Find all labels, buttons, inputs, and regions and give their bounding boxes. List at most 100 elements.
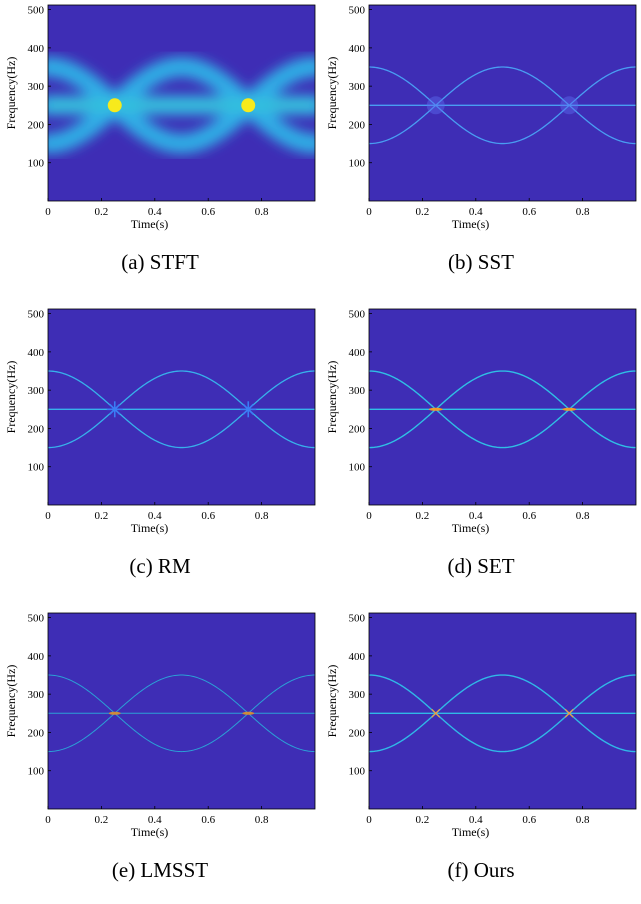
y-tick-label: 200 xyxy=(28,423,45,435)
plot-frame xyxy=(47,612,316,810)
x-tick-label: 0.8 xyxy=(576,206,590,218)
y-axis-label: Frequency(Hz) xyxy=(325,665,339,738)
y-tick-label: 300 xyxy=(28,385,45,397)
heatmap-lmsst: 0 0.2 0.4 0.6 0.8 100 200 300 400 500 Time(s) Frequ… xyxy=(4,612,316,839)
crossing-marker xyxy=(560,96,579,115)
x-tick-label: 0.8 xyxy=(576,814,590,826)
x-tick-label: 0 xyxy=(45,814,51,826)
y-tick-label: 300 xyxy=(349,385,366,397)
y-axis-label: Frequency(Hz) xyxy=(4,57,18,130)
x-tick-label: 0 xyxy=(366,814,372,826)
x-tick-label: 0.8 xyxy=(255,206,269,218)
panel-stft: 0 0.2 0.4 0.6 0.8 100 200 300 400 500 Time(s) Frequ… xyxy=(0,0,320,296)
ridge-positive xyxy=(369,674,636,753)
x-tick-label: 0.4 xyxy=(148,510,162,522)
plot-frame xyxy=(47,4,316,202)
x-tick-label: 0.2 xyxy=(416,814,430,826)
plot-frame xyxy=(368,4,637,202)
ridge-negative xyxy=(48,57,315,154)
crossing-marker xyxy=(240,401,257,418)
x-tick-label: 0 xyxy=(45,510,51,522)
y-tick-label: 200 xyxy=(349,727,366,739)
y-tick-label: 500 xyxy=(349,5,366,17)
y-tick-label: 400 xyxy=(349,347,366,359)
crossing-marker xyxy=(108,711,121,715)
y-axis-label: Frequency(Hz) xyxy=(4,361,18,434)
ridge-negative xyxy=(369,66,636,145)
y-tick-label: 100 xyxy=(28,462,45,474)
x-tick-label: 0.4 xyxy=(469,510,483,522)
panel-rm: 0 0.2 0.4 0.6 0.8 100 200 300 400 500 Time(s) Frequ… xyxy=(0,304,320,600)
x-tick-label: 0.8 xyxy=(576,510,590,522)
x-tick-label: 0.2 xyxy=(416,206,430,218)
y-tick-label: 500 xyxy=(349,613,366,625)
y-tick-label: 300 xyxy=(28,689,45,701)
x-tick-label: 0.6 xyxy=(522,814,536,826)
x-tick-label: 0.4 xyxy=(469,206,483,218)
y-tick-label: 500 xyxy=(28,5,45,17)
y-axis-label: Frequency(Hz) xyxy=(325,57,339,130)
y-axis-label: Frequency(Hz) xyxy=(4,665,18,738)
crossing-marker xyxy=(242,711,255,715)
x-axis-label: Time(s) xyxy=(452,521,490,535)
crossing-marker xyxy=(106,401,123,418)
plot-frame xyxy=(368,308,637,506)
y-tick-label: 200 xyxy=(28,119,45,131)
plot-background xyxy=(369,309,636,505)
x-tick-label: 0.6 xyxy=(201,814,215,826)
y-tick-label: 400 xyxy=(28,43,45,55)
x-tick-label: 0 xyxy=(366,510,372,522)
plot-background xyxy=(48,309,315,505)
y-tick-label: 100 xyxy=(349,462,366,474)
ridge-positive xyxy=(48,674,315,753)
x-axis-label: Time(s) xyxy=(131,825,169,839)
x-axis-label: Time(s) xyxy=(131,521,169,535)
y-tick-label: 200 xyxy=(349,119,366,131)
panel-sst: 0 0.2 0.4 0.6 0.8 100 200 300 400 500 Time(s) Frequ… xyxy=(321,0,641,296)
y-tick-label: 300 xyxy=(349,689,366,701)
y-tick-label: 100 xyxy=(349,766,366,778)
ridge-positive xyxy=(369,370,636,449)
caption-sst: (b) SST xyxy=(448,250,514,274)
crossing-marker xyxy=(428,407,443,411)
plot-frame xyxy=(368,612,637,810)
y-axis-label: Frequency(Hz) xyxy=(325,361,339,434)
heatmap-set: 0 0.2 0.4 0.6 0.8 100 200 300 400 500 Time(s) Frequ… xyxy=(325,308,637,535)
x-tick-label: 0.2 xyxy=(416,510,430,522)
plot-background xyxy=(48,613,315,809)
x-tick-label: 0.6 xyxy=(201,206,215,218)
panel-ours: 0 0.2 0.4 0.6 0.8 100 200 300 400 500 Time(s) Frequ… xyxy=(321,608,641,904)
crossing-marker xyxy=(107,98,122,113)
y-tick-label: 200 xyxy=(28,727,45,739)
caption-lmsst: (e) LMSST xyxy=(111,858,209,882)
x-tick-label: 0 xyxy=(45,206,51,218)
y-tick-label: 400 xyxy=(28,347,45,359)
y-tick-label: 100 xyxy=(349,158,366,170)
plot-frame xyxy=(47,308,316,506)
ridge-negative xyxy=(48,370,315,449)
crossing-marker xyxy=(426,96,445,115)
y-tick-label: 400 xyxy=(349,43,366,55)
x-tick-label: 0.8 xyxy=(255,510,269,522)
x-tick-label: 0.4 xyxy=(469,814,483,826)
ridge-positive xyxy=(48,57,315,154)
ridge-negative xyxy=(48,674,315,753)
y-tick-label: 500 xyxy=(28,613,45,625)
heatmap-rm: 0 0.2 0.4 0.6 0.8 100 200 300 400 500 Time(s) Frequ… xyxy=(4,308,316,535)
y-tick-label: 300 xyxy=(349,81,366,93)
crossing-marker xyxy=(562,407,577,411)
y-tick-label: 500 xyxy=(28,309,45,321)
x-tick-label: 0.2 xyxy=(95,510,109,522)
caption-ours: (f) Ours xyxy=(447,858,515,882)
heatmap-ours: 0 0.2 0.4 0.6 0.8 100 200 300 400 500 Time(s) Frequ… xyxy=(325,612,637,839)
panel-lmsst: 0 0.2 0.4 0.6 0.8 100 200 300 400 500 Time(s) Frequ… xyxy=(0,608,320,904)
x-axis-label: Time(s) xyxy=(131,217,169,231)
ridge-positive xyxy=(48,370,315,449)
x-tick-label: 0.2 xyxy=(95,206,109,218)
y-tick-label: 500 xyxy=(349,309,366,321)
x-tick-label: 0.6 xyxy=(201,510,215,522)
x-axis-label: Time(s) xyxy=(452,217,490,231)
ridge-positive xyxy=(369,66,636,145)
y-tick-label: 400 xyxy=(349,651,366,663)
x-tick-label: 0.6 xyxy=(522,206,536,218)
